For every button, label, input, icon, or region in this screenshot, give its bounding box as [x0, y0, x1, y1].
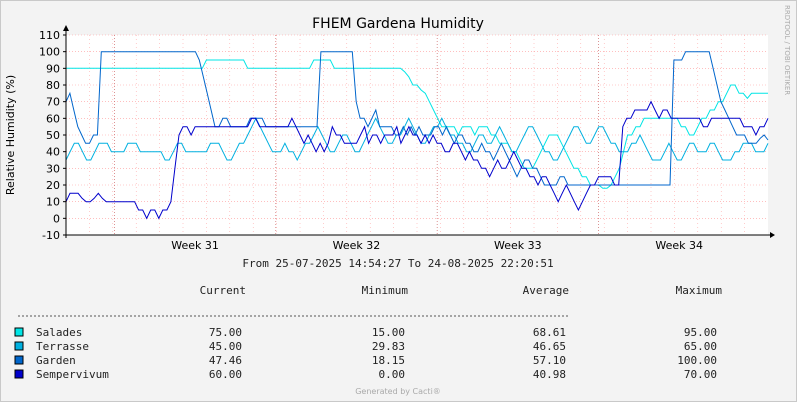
legend-average-sempervivum: 40.98: [533, 368, 566, 381]
legend-swatch-terrasse: [14, 341, 24, 351]
legend-current-terrasse: 45.00: [209, 340, 242, 353]
legend-swatch-salades: [14, 327, 24, 337]
y-tick-label: 60: [46, 112, 60, 125]
legend-minimum-garden: 18.15: [372, 354, 405, 367]
legend-minimum-sempervivum: 0.00: [379, 368, 406, 381]
y-axis-arrow: [63, 25, 69, 31]
x-axis-arrow: [770, 232, 775, 238]
chart-title: FHEM Gardena Humidity: [312, 16, 484, 32]
legend-name-terrasse: Terrasse: [36, 340, 89, 353]
legend-current-sempervivum: 60.00: [209, 368, 242, 381]
series-line-salades: [66, 59, 768, 189]
y-tick-label: -10: [42, 229, 60, 242]
y-tick-label: 50: [46, 129, 60, 142]
series-line-sempervivum: [65, 100, 769, 220]
y-tick-label: 70: [46, 96, 60, 109]
y-tick-label: 100: [39, 46, 60, 59]
legend-minimum-salades: 15.00: [372, 326, 405, 339]
legend-header-maximum: Maximum: [676, 284, 723, 297]
legend-minimum-terrasse: 29.83: [372, 340, 405, 353]
time-range: From 25-07-2025 14:54:27 To 24-08-2025 2…: [242, 257, 553, 270]
y-tick-label: 30: [46, 162, 60, 175]
legend-maximum-terrasse: 65.00: [684, 340, 717, 353]
x-tick-label: Week 32: [333, 239, 381, 252]
legend-swatch-sempervivum: [14, 369, 24, 379]
legend-header-average: Average: [523, 284, 569, 297]
legend-header-current: Current: [200, 284, 246, 297]
y-tick-label: 90: [46, 62, 60, 75]
legend-name-sempervivum: Sempervivum: [36, 368, 109, 381]
y-tick-label: 40: [46, 146, 60, 159]
legend-average-salades: 68.61: [533, 326, 566, 339]
y-tick-label: 80: [46, 79, 60, 92]
y-tick-label: 20: [46, 179, 60, 192]
legend-name-garden: Garden: [36, 354, 76, 367]
legend-name-salades: Salades: [36, 326, 82, 339]
legend-current-salades: 75.00: [209, 326, 242, 339]
series-line-garden: [65, 51, 769, 186]
y-tick-label: 0: [53, 212, 60, 225]
legend-maximum-garden: 100.00: [677, 354, 717, 367]
y-tick-label: 110: [39, 29, 60, 42]
legend-maximum-salades: 95.00: [684, 326, 717, 339]
x-tick-label: Week 34: [655, 239, 703, 252]
legend-average-terrasse: 46.65: [533, 340, 566, 353]
rrdtool-watermark: RRDTOOL / TOBI OETIKER: [783, 5, 791, 95]
x-tick-label: Week 31: [171, 239, 219, 252]
y-tick-label: 10: [46, 196, 60, 209]
generated-by-footer: Generated by Cacti®: [355, 387, 441, 396]
x-tick-label: Week 33: [494, 239, 542, 252]
legend-maximum-sempervivum: 70.00: [684, 368, 717, 381]
legend-average-garden: 57.10: [533, 354, 566, 367]
legend-header-minimum: Minimum: [362, 284, 409, 297]
legend-current-garden: 47.46: [209, 354, 242, 367]
legend-swatch-garden: [14, 355, 24, 365]
y-axis-label: Relative Humidity (%): [4, 75, 17, 195]
